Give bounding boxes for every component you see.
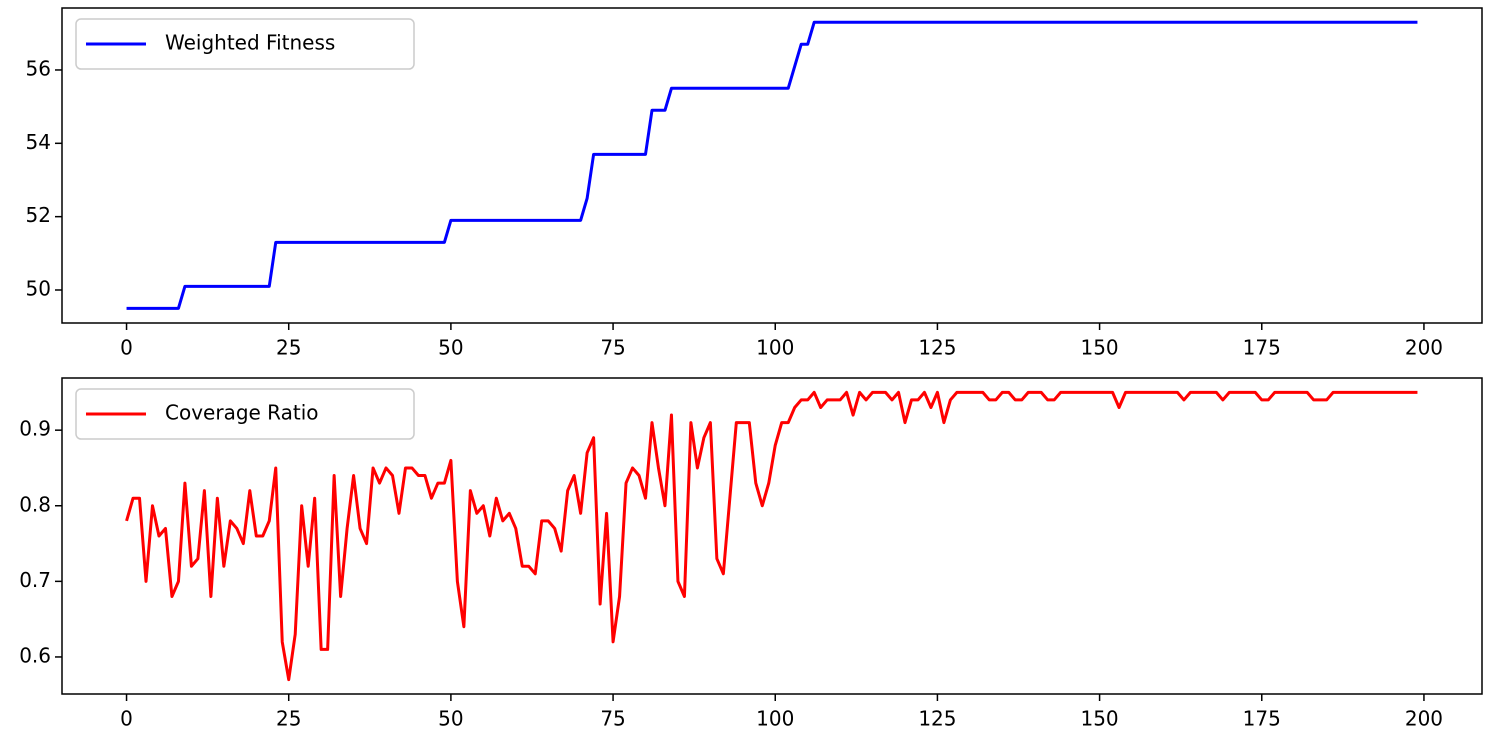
x-tick-label: 100 (756, 336, 794, 360)
x-tick-label: 150 (1080, 336, 1118, 360)
y-tick-label: 56 (26, 56, 51, 80)
legend-box (75, 18, 415, 70)
y-tick-label: 52 (26, 203, 51, 227)
data-line (126, 20, 1418, 310)
x-tick-label: 0 (120, 707, 133, 731)
y-tick-label: 0.6 (19, 643, 51, 667)
y-tick-label: 54 (26, 130, 51, 154)
legend-box (75, 388, 415, 440)
x-tick-label: 200 (1405, 707, 1443, 731)
x-tick-label: 75 (600, 336, 625, 360)
x-tick-label: 200 (1405, 336, 1443, 360)
y-tick-label: 0.7 (19, 568, 51, 592)
x-tick-label: 175 (1243, 336, 1281, 360)
x-tick-label: 75 (600, 707, 625, 731)
x-tick-label: 25 (276, 336, 301, 360)
x-tick-label: 25 (276, 707, 301, 731)
x-tick-label: 50 (438, 336, 463, 360)
x-tick-label: 100 (756, 707, 794, 731)
y-tick-label: 0.9 (19, 417, 51, 441)
x-tick-label: 0 (120, 336, 133, 360)
y-tick-label: 50 (26, 276, 51, 300)
legend-label: Weighted Fitness (165, 31, 335, 55)
x-tick-label: 175 (1243, 707, 1281, 731)
x-tick-label: 125 (918, 336, 956, 360)
y-tick-label: 0.8 (19, 492, 51, 516)
x-tick-label: 150 (1080, 707, 1118, 731)
legend-label: Coverage Ratio (165, 401, 319, 425)
x-tick-label: 50 (438, 707, 463, 731)
data-line (125, 390, 1418, 682)
axes-frame (61, 7, 1483, 324)
axes-frame (61, 377, 1483, 695)
x-tick-label: 125 (918, 707, 956, 731)
